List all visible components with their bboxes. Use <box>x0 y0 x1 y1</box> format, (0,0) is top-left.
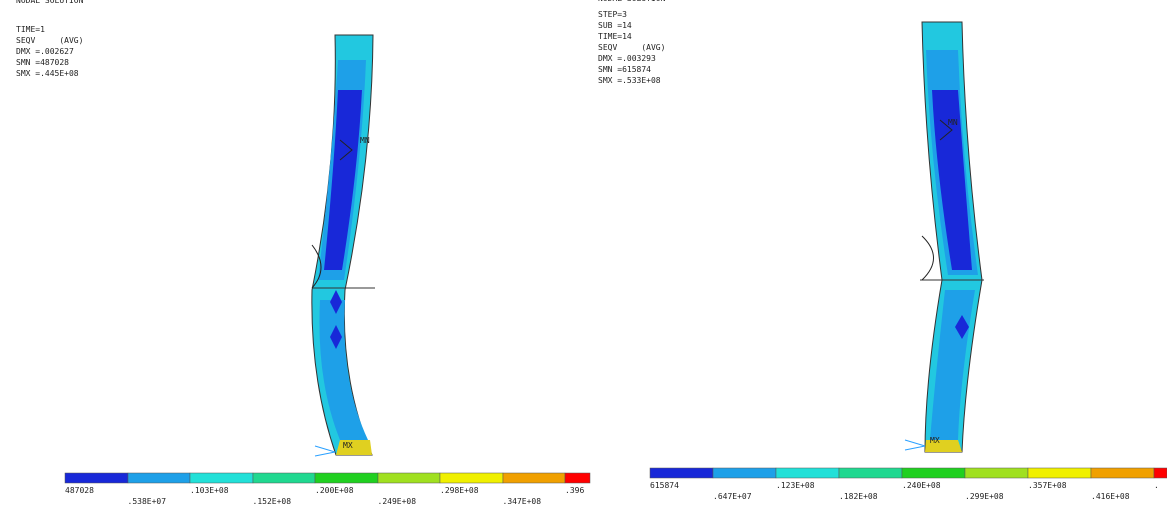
legend-label: .357E+08 <box>1028 481 1067 490</box>
marker-label: MN <box>948 118 958 127</box>
header-line: TIME=14 <box>598 32 632 41</box>
legend-label: .347E+08 <box>502 497 542 506</box>
beam-left <box>311 34 375 457</box>
marker-label: MX <box>930 436 940 445</box>
legend-label: .240E+08 <box>902 481 941 490</box>
legend-label: .182E+08 <box>839 492 878 501</box>
marker-label: MN <box>360 136 370 145</box>
header-line: SMN =615874 <box>598 65 651 74</box>
header-line: DMX =.002627 <box>16 47 74 56</box>
legend-label: .299E+08 <box>965 492 1004 501</box>
legend-bar-left <box>64 472 591 484</box>
header-line: NODAL SOLUTION <box>16 0 84 5</box>
legend-label: .647E+07 <box>713 492 752 501</box>
legend-label: .152E+08 <box>252 497 292 506</box>
header-line: SEQV (AVG) <box>16 36 84 45</box>
legend-label: .538E+07 <box>127 497 167 506</box>
legend-label: .200E+08 <box>315 486 354 495</box>
header-line: SMN =487028 <box>16 58 69 67</box>
header-line: STEP=3 <box>598 10 627 19</box>
legend-label: 487028 <box>65 486 94 495</box>
legend-label: .416E+08 <box>1091 492 1130 501</box>
header-line: SEQV (AVG) <box>598 43 666 52</box>
header-line: SUB =14 <box>598 21 632 30</box>
marker-label: MX <box>343 441 353 450</box>
legend-label: . <box>1154 481 1159 490</box>
beam-right <box>904 21 984 453</box>
legend-label: .396 <box>565 486 585 495</box>
legend-label: .103E+08 <box>190 486 229 495</box>
legend-bar-right <box>649 467 1167 479</box>
header-line: DMX =.003293 <box>598 54 656 63</box>
legend-label: 615874 <box>650 481 679 490</box>
legend-label: .298E+08 <box>440 486 479 495</box>
header-line: TIME=1 <box>16 25 45 34</box>
legend-label: .123E+08 <box>776 481 815 490</box>
header-line: SMX =.445E+08 <box>16 69 79 78</box>
header-line: SMX =.533E+08 <box>598 76 661 85</box>
header-line: NODAL SOLUTION <box>598 0 665 4</box>
legend-label: .249E+08 <box>377 497 417 506</box>
